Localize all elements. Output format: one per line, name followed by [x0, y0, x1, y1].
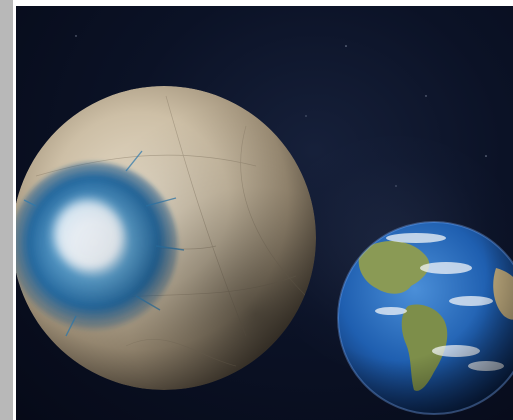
- planets-illustration: [16, 35, 513, 415]
- left-border: [0, 0, 13, 420]
- earth-atmosphere: [337, 221, 513, 415]
- stars: [75, 35, 487, 187]
- earth: [338, 222, 513, 414]
- top-margin: [0, 0, 513, 6]
- space-image: [16, 6, 513, 420]
- ice-planet: [16, 86, 316, 390]
